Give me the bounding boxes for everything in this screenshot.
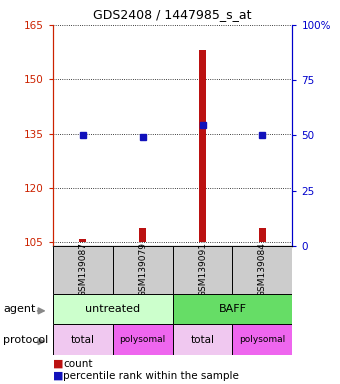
Text: polysomal: polysomal [239,335,286,344]
Text: protocol: protocol [3,335,49,345]
Bar [79,238,86,242]
Text: GSM139084: GSM139084 [258,242,267,297]
Text: GSM139079: GSM139079 [138,242,147,297]
Bar [173,324,233,355]
Text: polysomal: polysomal [119,335,166,344]
Bar [53,324,113,355]
Bar [233,246,292,294]
Bar [233,324,292,355]
Text: GSM139087: GSM139087 [78,242,87,297]
Text: ■: ■ [53,359,63,369]
Bar [199,50,206,242]
Text: percentile rank within the sample: percentile rank within the sample [63,371,239,381]
Bar [173,294,292,324]
Text: untreated: untreated [85,304,140,314]
Bar [113,246,173,294]
Text: agent: agent [3,304,36,314]
Text: GSM139091: GSM139091 [198,242,207,297]
Bar [113,324,173,355]
Bar [53,294,173,324]
Text: total: total [190,335,215,345]
Title: GDS2408 / 1447985_s_at: GDS2408 / 1447985_s_at [93,8,252,21]
Bar [173,246,233,294]
Text: ■: ■ [53,371,63,381]
Text: total: total [71,335,95,345]
Bar [259,228,266,242]
Bar [53,246,113,294]
Bar [139,228,146,242]
Text: count: count [63,359,92,369]
Text: BAFF: BAFF [219,304,246,314]
